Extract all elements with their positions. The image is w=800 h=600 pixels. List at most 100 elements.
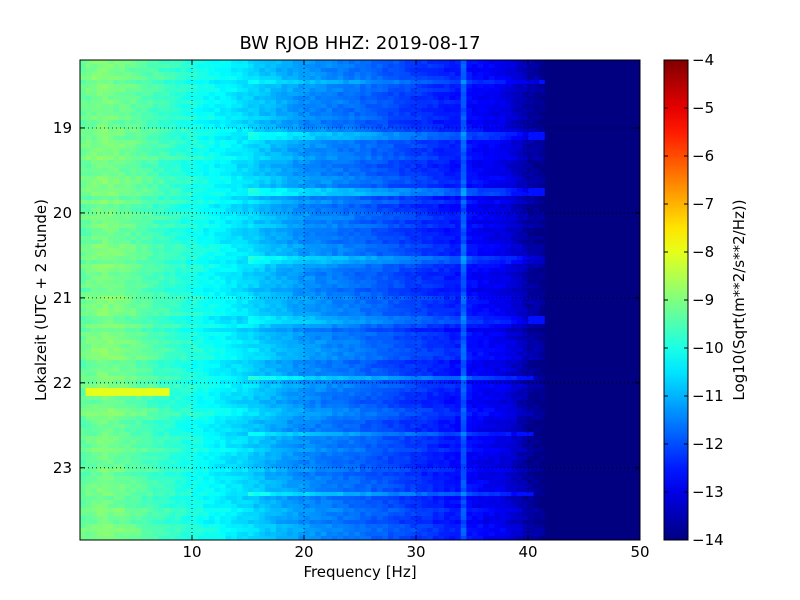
heat-cell: [567, 244, 574, 249]
heat-cell: [444, 156, 451, 161]
heat-cell: [595, 256, 602, 261]
heat-cell: [203, 188, 210, 193]
heat-cell: [488, 200, 495, 205]
heat-cell: [634, 180, 640, 185]
heat-cell: [488, 132, 495, 137]
heat-cell: [214, 196, 221, 201]
heat-cell: [130, 112, 137, 117]
heat-cell: [197, 148, 204, 153]
heat-cell: [606, 204, 613, 209]
heat-cell: [556, 228, 563, 233]
heat-cell: [276, 156, 283, 161]
heat-cell: [376, 132, 383, 137]
heat-cell: [287, 120, 294, 125]
heat-cell: [550, 136, 557, 141]
heat-cell: [236, 72, 243, 77]
heat-cell: [80, 152, 87, 157]
heat-cell: [528, 148, 535, 153]
heat-cell: [488, 68, 495, 73]
heat-cell: [264, 164, 271, 169]
heat-cell: [141, 76, 148, 81]
heat-cell: [561, 88, 568, 93]
heat-cell: [584, 172, 591, 177]
heat-cell: [360, 68, 367, 73]
heat-cell: [264, 136, 271, 141]
heat-cell: [164, 104, 171, 109]
heat-cell: [220, 148, 227, 153]
heat-cell: [136, 160, 143, 165]
heat-cell: [544, 240, 551, 245]
heat-cell: [259, 172, 266, 177]
heat-cell: [130, 176, 137, 181]
heat-cell: [612, 248, 619, 253]
heat-cell: [96, 156, 103, 161]
heat-cell: [248, 196, 255, 201]
heat-cell: [152, 180, 159, 185]
heat-cell: [516, 128, 523, 133]
heat-cell: [147, 84, 154, 89]
heat-cell: [96, 192, 103, 197]
heat-cell: [416, 92, 423, 97]
heat-cell: [292, 140, 299, 145]
heat-cell: [516, 156, 523, 161]
heat-cell: [236, 240, 243, 245]
heat-cell: [225, 92, 232, 97]
heat-cell: [158, 172, 165, 177]
heat-cell: [220, 108, 227, 113]
heat-cell: [236, 172, 243, 177]
heat-cell: [427, 200, 434, 205]
heat-cell: [371, 96, 378, 101]
heat-cell: [589, 248, 596, 253]
heat-cell: [337, 80, 344, 85]
heat-cell: [298, 204, 305, 209]
heat-cell: [236, 192, 243, 197]
heat-cell: [130, 216, 137, 221]
heat-cell: [186, 236, 193, 241]
heat-cell: [371, 252, 378, 257]
heat-cell: [242, 168, 249, 173]
heat-cell: [578, 240, 585, 245]
heat-cell: [472, 212, 479, 217]
heat-cell: [483, 220, 490, 225]
heat-cell: [208, 164, 215, 169]
heat-cell: [438, 68, 445, 73]
heat-cell: [236, 64, 243, 69]
heat-cell: [388, 96, 395, 101]
heat-cell: [130, 156, 137, 161]
heat-cell: [348, 204, 355, 209]
heat-cell: [628, 136, 635, 141]
heat-cell: [516, 200, 523, 205]
heat-cell: [270, 192, 277, 197]
heat-cell: [360, 216, 367, 221]
heat-cell: [561, 196, 568, 201]
heat-cell: [91, 156, 98, 161]
heat-cell: [578, 160, 585, 165]
heat-cell: [617, 64, 624, 69]
heat-cell: [371, 128, 378, 133]
heat-cell: [253, 108, 260, 113]
heat-cell: [572, 136, 579, 141]
heat-cell: [354, 124, 361, 129]
heat-cell: [169, 68, 176, 73]
heat-cell: [466, 136, 473, 141]
heat-cell: [332, 92, 339, 97]
heat-cell: [371, 144, 378, 149]
heat-cell: [281, 212, 288, 217]
heat-cell: [175, 160, 182, 165]
heat-cell: [348, 104, 355, 109]
heat-cell: [96, 132, 103, 137]
heat-cell: [500, 76, 507, 81]
heat-cell: [589, 72, 596, 77]
heat-cell: [539, 160, 546, 165]
heat-cell: [567, 224, 574, 229]
heat-cell: [505, 232, 512, 237]
heat-cell: [248, 156, 255, 161]
heat-cell: [556, 136, 563, 141]
heat-cell: [130, 192, 137, 197]
heat-cell: [444, 224, 451, 229]
heat-cell: [623, 112, 630, 117]
heat-cell: [623, 208, 630, 213]
heat-cell: [298, 144, 305, 149]
heat-cell: [337, 196, 344, 201]
heat-cell: [236, 212, 243, 217]
